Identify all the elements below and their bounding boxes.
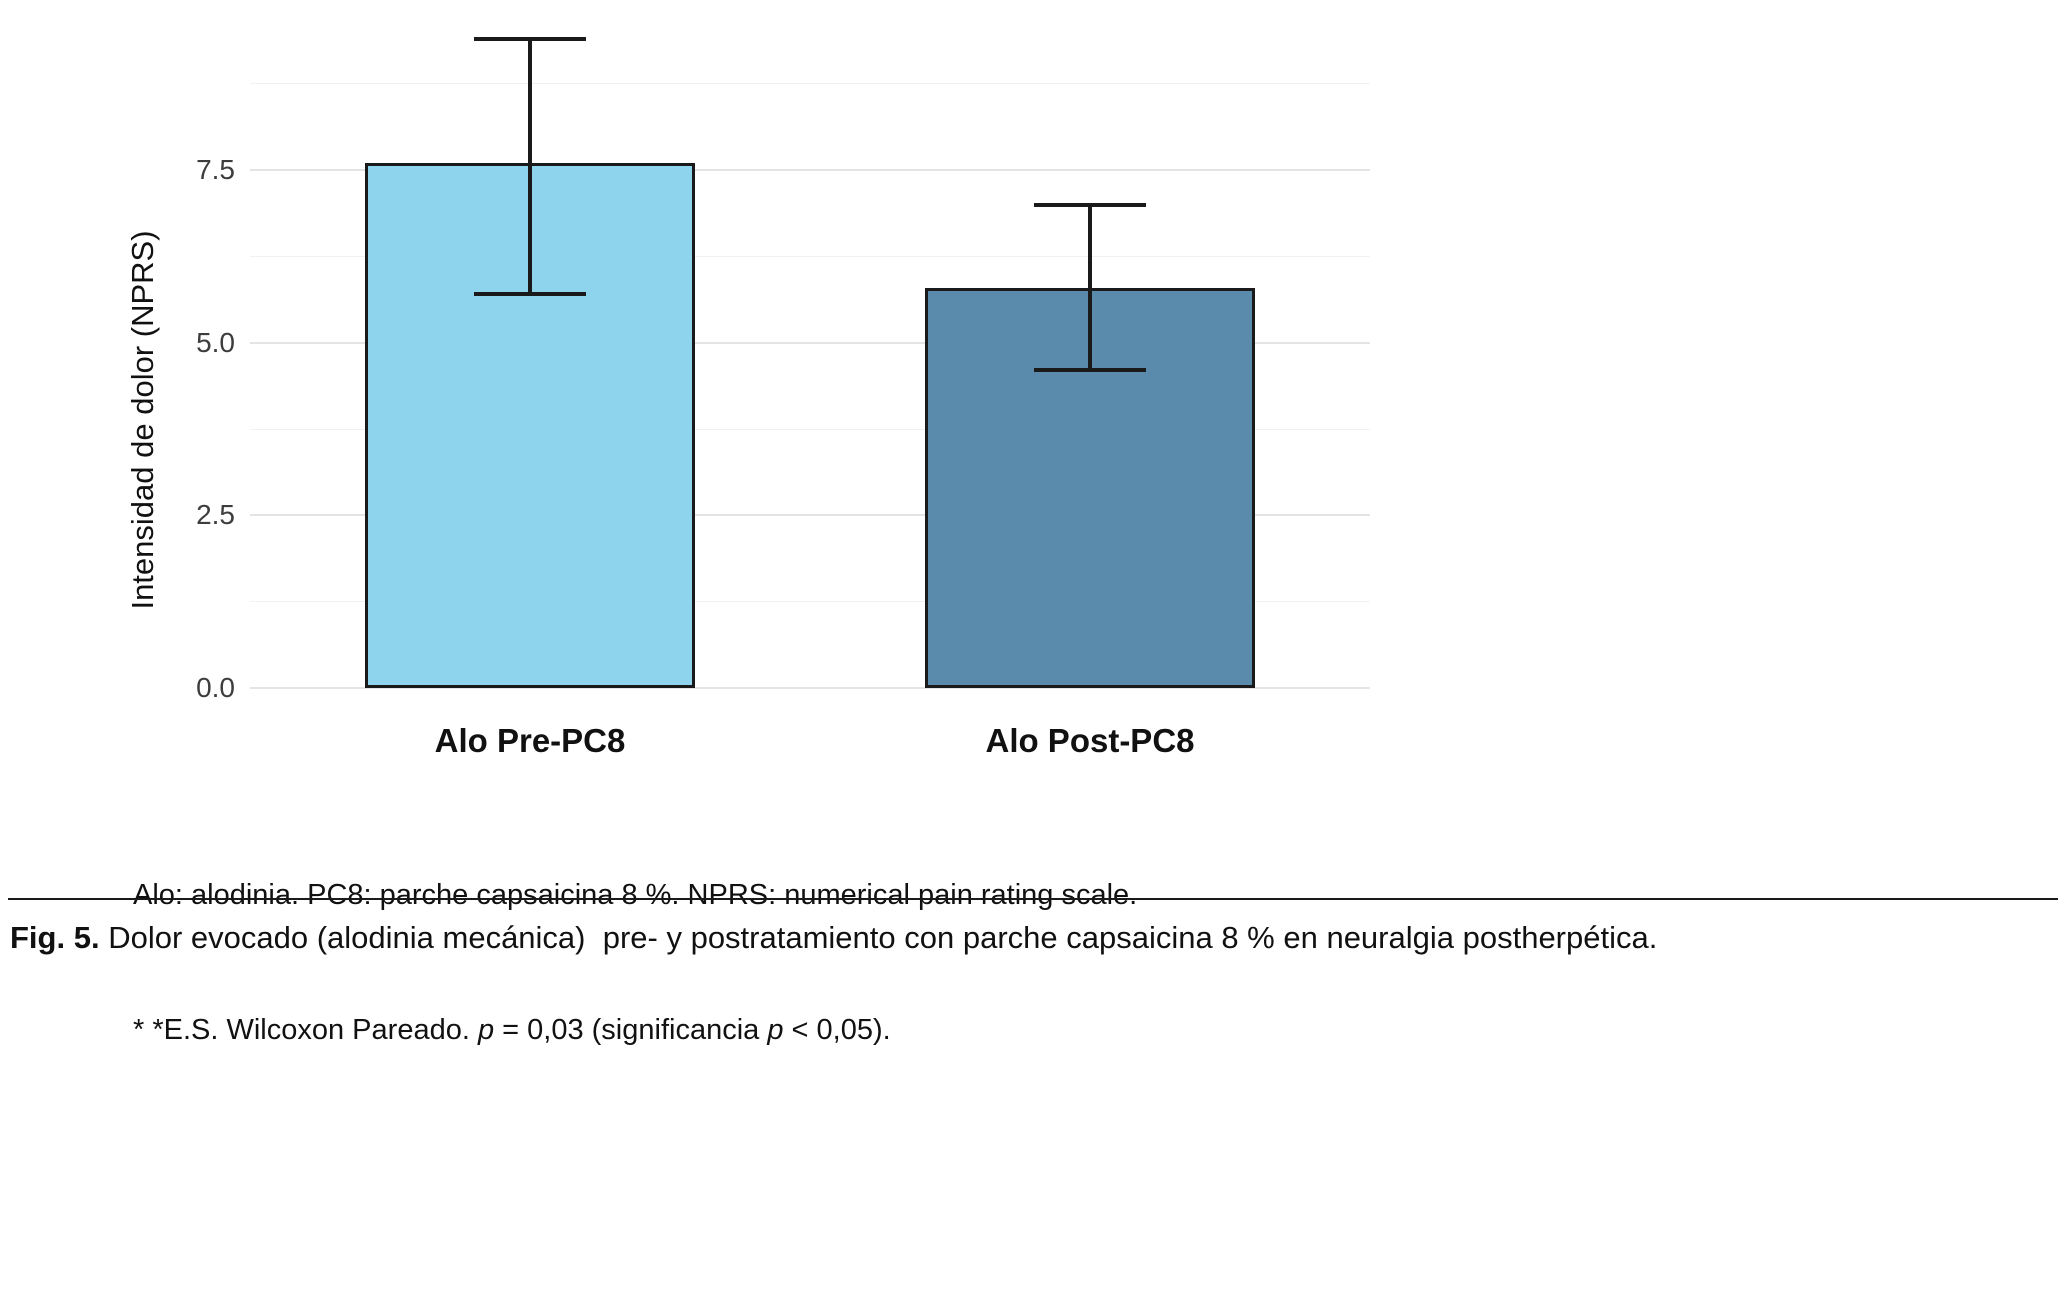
footnote: Alo: alodinia. PC8: parche capsaicina 8 …	[133, 783, 1137, 1143]
minor-gridline	[250, 601, 1370, 603]
y-tick-label: 5.0	[196, 326, 235, 358]
error-bar-alo-post-pc8	[1088, 204, 1092, 371]
minor-gridline	[250, 83, 1370, 85]
y-tick-label: 0.0	[196, 672, 235, 703]
y-tick-label: 2.5	[196, 499, 235, 531]
minor-gridline	[250, 256, 1370, 258]
y-tick-label: 7.5	[196, 154, 235, 186]
minor-gridline	[250, 428, 1370, 430]
error-cap-top-alo-post-pc8	[1034, 202, 1146, 207]
footnote-line2: * *E.S. Wilcoxon Pareado. p = 0,03 (sign…	[133, 1008, 1137, 1053]
footnote-p-symbol: p	[767, 1013, 784, 1046]
error-cap-top-alo-pre-pc8	[474, 37, 586, 42]
figure-caption-label: Fig. 5.	[10, 920, 100, 955]
figure-caption: Fig. 5. Dolor evocado (alodinia mecánica…	[10, 916, 2058, 961]
x-axis-label-alo-post-pc8: Alo Post-PC8	[985, 722, 1195, 759]
footnote-line2-prefix: * *E.S. Wilcoxon Pareado.	[133, 1013, 478, 1046]
footnote-line1: Alo: alodinia. PC8: parche capsaicina 8 …	[133, 878, 1138, 911]
major-gridline	[250, 169, 1370, 172]
plot-area	[250, 8, 1370, 689]
major-gridline	[250, 341, 1370, 344]
major-gridline	[250, 687, 1370, 689]
y-axis-label: Intensidad de dolor (NPRS)	[125, 230, 160, 610]
error-cap-bottom-alo-pre-pc8	[474, 292, 586, 297]
footnote-line2-mid: = 0,03 (significancia	[494, 1013, 768, 1046]
major-gridline	[250, 514, 1370, 517]
x-axis-label-alo-pre-pc8: Alo Pre-PC8	[434, 722, 626, 759]
footnote-line2-suffix: < 0,05).	[783, 1013, 891, 1046]
error-bar-alo-pre-pc8	[528, 39, 532, 295]
error-cap-bottom-alo-post-pc8	[1034, 368, 1146, 373]
caption-separator	[8, 898, 2058, 900]
footnote-p-symbol: p	[477, 1013, 495, 1046]
figure-caption-text: Dolor evocado (alodinia mecánica) pre- y…	[99, 920, 1658, 955]
